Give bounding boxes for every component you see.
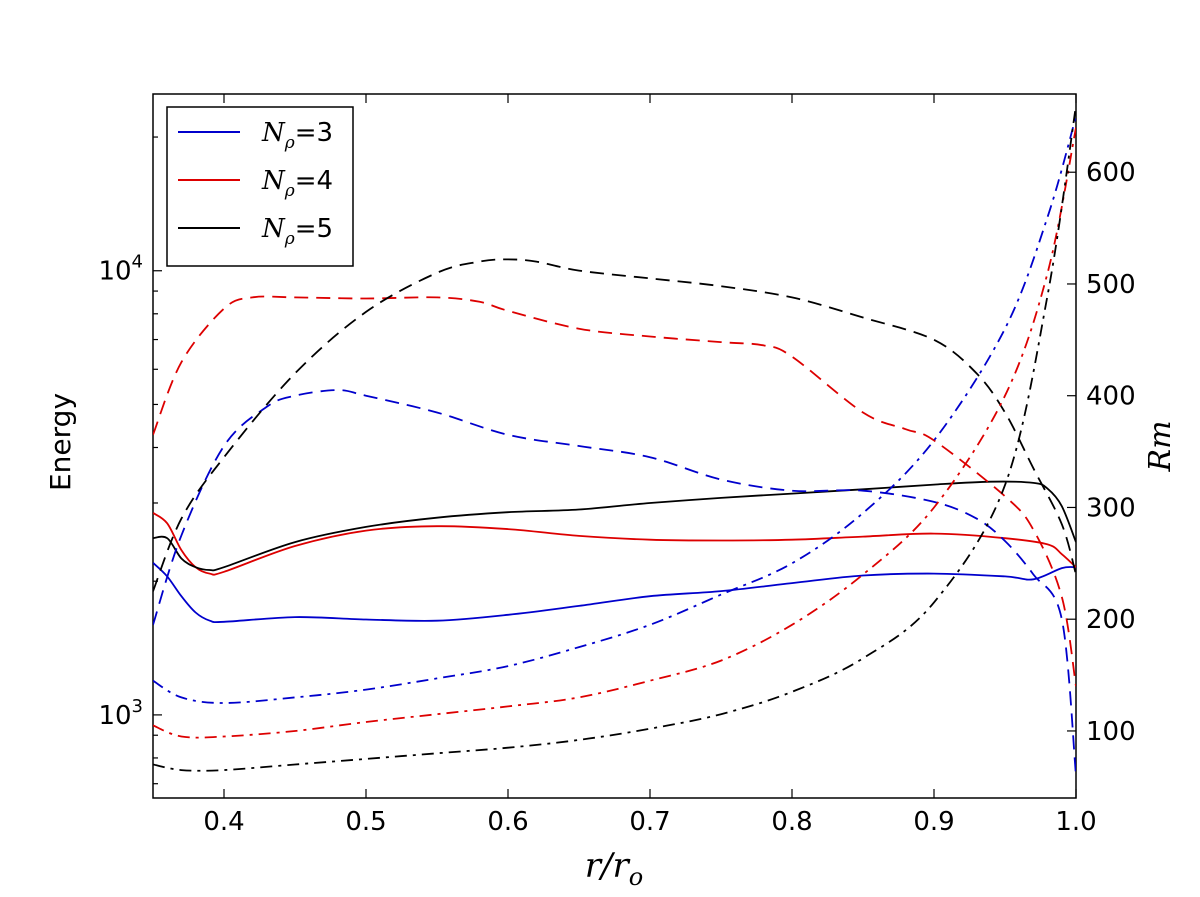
x-tick-label: 0.5 [345,807,386,837]
x-tick-label: 0.6 [487,807,528,837]
series-line-dashed-5 [153,295,1076,687]
legend-label: Nρ=4 [261,166,333,201]
series-line-solid-1 [153,562,1076,624]
x-tick-label: 0.8 [771,807,812,837]
series-line-dashdot-7 [153,116,1076,704]
right-ticks: 100 200 300 400 500 600 [1067,158,1136,747]
legend-label: Nρ=3 [261,118,333,153]
x-axis-label: r/ro [585,846,643,891]
right-tick-label: 400 [1086,382,1136,412]
left-axis-label: Energy [44,393,77,491]
legend: Nρ=3 Nρ=4 Nρ=5 [166,106,354,267]
series-line-dashdot-9 [153,105,1076,772]
x-tick-label: 0.9 [913,807,954,837]
legend-label: Nρ=5 [261,214,333,249]
series-line-solid-3 [153,480,1076,572]
legend-frame [166,106,354,267]
x-ticks: 0.4 0.5 0.6 0.7 0.8 0.9 1.0 [203,94,1097,837]
right-tick-label: 600 [1086,158,1136,188]
left-ticks: 103 104 [98,136,162,785]
x-tick-label: 1.0 [1055,807,1096,837]
x-tick-label: 0.4 [203,807,244,837]
right-tick-label: 100 [1086,717,1136,747]
right-tick-label: 300 [1086,493,1136,523]
x-tick-label: 0.7 [629,807,670,837]
series-line-dashed-4 [153,389,1076,776]
series-line-dashdot-8 [153,127,1076,739]
series-line-dashed-6 [153,258,1076,592]
series-line-solid-2 [153,512,1076,576]
right-tick-label: 200 [1086,605,1136,635]
left-tick-label: 104 [98,252,143,287]
right-tick-label: 500 [1086,270,1136,300]
left-tick-label: 103 [98,696,143,731]
right-axis-label: Rm [1143,420,1178,472]
series-layer [153,105,1076,776]
